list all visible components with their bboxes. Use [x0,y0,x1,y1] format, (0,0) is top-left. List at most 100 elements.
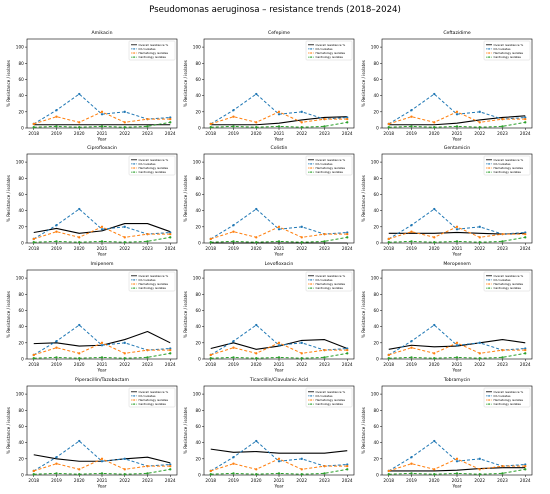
y-tick-label: 40 [195,324,201,329]
data-point-icu [123,457,126,460]
data-point-cardiology [169,121,172,124]
subplot-ceftazidime: Ceftazidime 0 20 40 60 80 100 2018 2019 2020 2021 2… [361,30,533,143]
x-tick-label: 2022 [296,246,307,251]
x-tick-label: 2018 [383,246,394,251]
y-tick-label: 60 [373,308,379,313]
legend-label: Overall resistance % [139,390,169,394]
data-point-cardiology [433,241,436,244]
y-tick-label: 0 [21,241,24,246]
data-point-icu [100,228,104,231]
data-point-hematology [323,464,326,468]
data-point-hematology [433,121,436,124]
data-point-cardiology [232,472,235,475]
x-tick-label: 2020 [429,246,440,251]
y-tick-label: 100 [371,276,379,281]
data-point-icu [277,344,281,347]
subplot-title: Colistin [271,145,288,151]
legend-box [483,40,531,61]
y-tick-label: 0 [21,126,24,131]
data-point-hematology [277,457,281,460]
legend-box [483,155,531,176]
x-tick-label: 2018 [28,478,39,483]
data-point-icu [410,456,413,459]
data-point-hematology [433,468,436,471]
data-point-cardiology [78,473,81,476]
data-point-cardiology [524,121,527,124]
y-tick-label: 80 [18,61,24,66]
data-point-hematology [300,121,303,124]
data-point-icu [300,457,303,460]
legend-label: Hematology isolates [139,282,169,286]
y-tick-label: 40 [373,440,379,445]
x-tick-label: 2022 [474,131,485,136]
data-point-cardiology [524,236,527,239]
data-point-cardiology [55,125,58,128]
subplot-piperacillin-tazobactam: Piperacillin/Tazobactam 0 20 40 60 80 100 2018 2… [6,377,178,490]
legend-label: Cardiology isolates [494,170,522,174]
y-tick-label: 100 [371,45,379,50]
data-point-cardiology [146,472,149,475]
data-point-icu [123,341,126,344]
data-point-icu [346,347,349,350]
y-tick-label: 0 [198,126,201,131]
x-tick-label: 2021 [97,131,108,136]
data-point-cardiology [323,240,326,243]
x-axis-label: Year [96,484,106,490]
data-point-icu [300,341,303,344]
x-tick-label: 2019 [51,478,62,483]
x-tick-label: 2022 [296,362,307,367]
legend-label: Cardiology isolates [494,402,522,406]
legend-label: Hematology isolates [139,51,169,55]
subplot-title: Tobramycin [443,377,470,383]
data-point-icu [478,225,481,228]
x-tick-label: 2020 [74,478,85,483]
y-tick-label: 20 [373,109,379,114]
data-point-icu [455,460,459,463]
x-tick-label: 2019 [228,362,239,367]
x-tick-label: 2018 [28,131,39,136]
data-point-icu [455,228,459,231]
data-point-hematology [323,117,326,121]
data-point-icu [455,344,459,347]
legend-marker-hematology [310,52,312,54]
legend-label: ICU isolates [139,278,156,282]
data-point-icu [524,231,527,234]
subplot-ticarcillin-clavulanic-acid: Ticarcillin/Clavulanic Acid 0 20 40 60 80 100 2… [183,377,355,490]
legend-label: Cardiology isolates [139,55,167,59]
legend-label: Cardiology isolates [139,170,167,174]
y-tick-label: 80 [373,408,379,413]
x-tick-label: 2020 [74,131,85,136]
data-point-hematology [209,353,212,357]
data-point-hematology [55,115,58,118]
y-tick-label: 40 [18,93,24,98]
x-tick-label: 2024 [342,478,353,483]
legend-marker-icu [488,279,490,281]
legend-marker-hematology [133,52,135,54]
data-point-cardiology [123,126,126,129]
data-point-icu [55,456,58,459]
legend-label: Cardiology isolates [494,286,522,290]
x-tick-label: 2018 [205,131,216,136]
legend-label: ICU isolates [316,278,333,282]
data-point-icu [455,113,459,116]
data-point-hematology [146,464,149,468]
data-point-hematology [478,236,481,239]
x-tick-label: 2023 [497,478,508,483]
data-point-cardiology [277,240,281,243]
subplot-title: Imipenem [90,261,114,267]
data-point-cardiology [32,473,35,476]
subplot-amikacin: Amikacin 0 20 40 60 80 100 2018 2019 2020 2021 2022… [6,30,178,143]
data-point-icu [78,439,81,443]
y-axis-label: % Resistance / isolates [183,60,188,107]
data-point-icu [410,109,413,112]
x-axis-label: Year [273,368,283,374]
data-point-hematology [387,469,390,473]
data-point-icu [524,116,527,119]
data-point-cardiology [387,357,390,360]
legend-marker-cardiology [488,403,490,405]
data-point-hematology [55,346,58,349]
x-axis-label: Year [451,484,461,490]
legend-marker-cardiology [133,56,135,58]
legend-marker-icu [310,395,312,397]
x-tick-label: 2019 [228,246,239,251]
